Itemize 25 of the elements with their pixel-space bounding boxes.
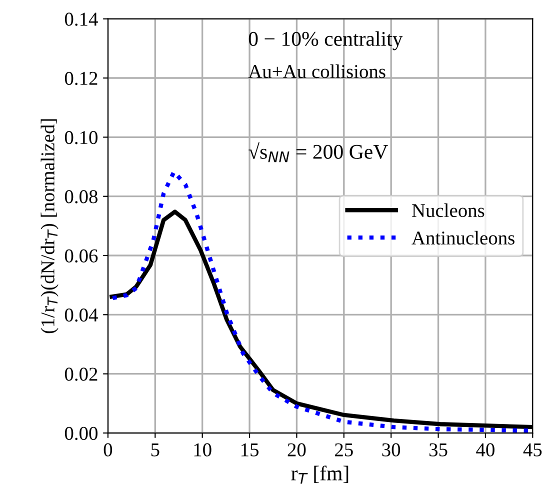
y-tick-label: 0.12 xyxy=(64,72,98,86)
x-tick-label: 5 xyxy=(151,443,160,456)
y-tick-label: 0.08 xyxy=(64,190,98,204)
x-tick-label: 15 xyxy=(242,443,258,456)
y-tick-label: 0.14 xyxy=(64,12,98,26)
x-axis-title: r$_{T}$ [fm] xyxy=(291,466,348,484)
x-tick-label: 20 xyxy=(288,443,306,456)
y-tick-label: 0.10 xyxy=(64,130,98,144)
y-tick-label: 0.00 xyxy=(64,426,98,440)
x-tick-label: 25 xyxy=(335,443,353,456)
annotation: √s$_{NN}$ = 200 GeV xyxy=(248,142,388,162)
legend-label: Antinucleons xyxy=(412,230,514,245)
y-axis-title: (1/r$_{T}$)(dN/dr$_{T}$) [normalized] xyxy=(40,119,58,334)
x-tick-label: 35 xyxy=(429,443,448,456)
annotation: Au+Au collisions xyxy=(248,64,386,78)
x-tick-label: 40 xyxy=(476,443,494,456)
x-tick-label: 10 xyxy=(194,443,212,456)
annotation: 0 − 10% centrality xyxy=(248,31,403,50)
y-tick-label: 0.02 xyxy=(64,368,98,381)
x-tick-label: 0 xyxy=(104,443,112,456)
y-tick-label: 0.06 xyxy=(64,249,98,263)
legend-label: Nucleons xyxy=(412,203,484,218)
x-tick-label: 45 xyxy=(523,443,542,456)
x-tick-label: 30 xyxy=(382,443,400,456)
y-tick-label: 0.04 xyxy=(64,308,98,322)
